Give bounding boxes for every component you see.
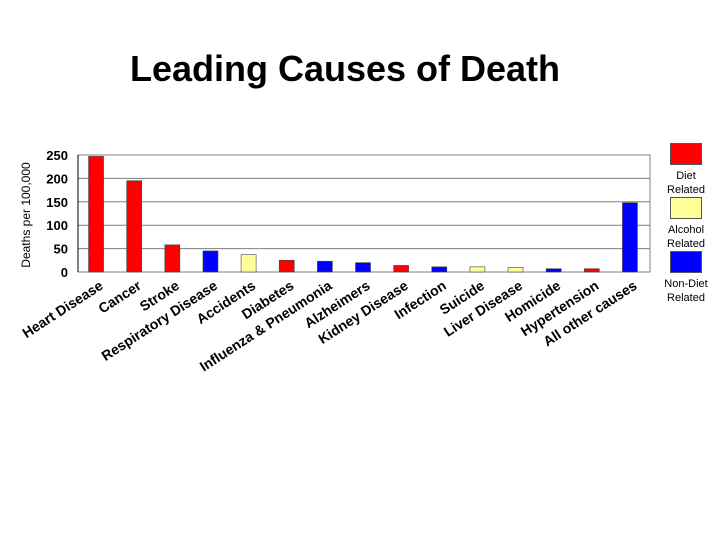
legend-item-alcohol: Alcohol Related	[658, 197, 714, 251]
y-tick-label: 100	[46, 218, 68, 233]
y-tick-label: 250	[46, 148, 68, 163]
y-tick-label: 150	[46, 195, 68, 210]
legend-swatch-diet	[670, 143, 702, 165]
legend-label-diet: Diet Related	[667, 170, 705, 196]
y-tick-label: 200	[46, 171, 68, 186]
bar	[355, 262, 371, 273]
bar	[622, 202, 638, 273]
legend-label-alcohol: Alcohol Related	[667, 224, 705, 250]
legend-swatch-non-diet	[670, 251, 702, 273]
bar	[393, 265, 409, 273]
bar	[507, 267, 524, 273]
legend-item-non-diet: Non-Diet Related	[658, 251, 714, 305]
bar	[240, 254, 257, 273]
bar	[126, 180, 142, 273]
bar	[469, 266, 486, 273]
bar	[278, 259, 295, 273]
chart-title: Leading Causes of Death	[129, 48, 561, 89]
bar	[202, 250, 219, 273]
y-tick-label: 0	[61, 265, 68, 280]
x-tick-label: Heart Disease	[19, 277, 106, 341]
legend-item-diet: Diet Related	[658, 143, 714, 197]
bar	[545, 268, 562, 273]
legend-swatch-alcohol	[670, 197, 702, 219]
bar	[317, 260, 333, 273]
bar	[431, 266, 448, 273]
y-tick-label: 50	[54, 242, 68, 257]
plot-background	[77, 154, 651, 273]
legend-label-non-diet: Non-Diet Related	[664, 278, 708, 304]
y-axis-label: Deaths per 100,000	[19, 162, 33, 268]
bar	[583, 268, 600, 273]
bar	[88, 156, 104, 273]
x-tick-label: Cancer	[95, 277, 144, 317]
bar	[164, 244, 181, 273]
